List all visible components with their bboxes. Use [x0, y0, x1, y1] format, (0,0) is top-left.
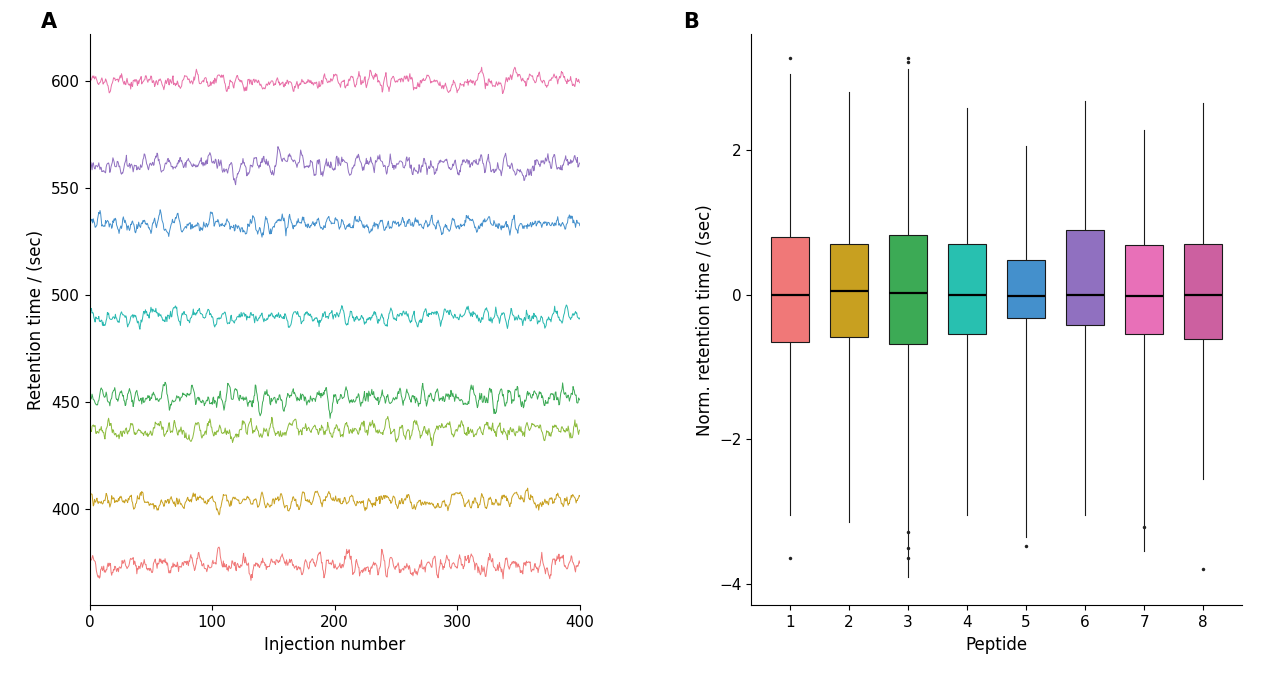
- Bar: [1184, 244, 1222, 339]
- X-axis label: Injection number: Injection number: [264, 636, 406, 654]
- Bar: [1125, 246, 1164, 334]
- Bar: [947, 244, 986, 334]
- Text: A: A: [41, 12, 56, 32]
- X-axis label: Peptide: Peptide: [965, 636, 1028, 654]
- Text: B: B: [682, 12, 699, 32]
- Y-axis label: Retention time / (sec): Retention time / (sec): [27, 230, 45, 410]
- Y-axis label: Norm. retention time / (sec): Norm. retention time / (sec): [696, 204, 714, 436]
- Bar: [1066, 230, 1105, 325]
- Bar: [771, 237, 809, 342]
- Bar: [1007, 260, 1046, 318]
- Bar: [888, 235, 927, 344]
- Bar: [829, 244, 868, 336]
